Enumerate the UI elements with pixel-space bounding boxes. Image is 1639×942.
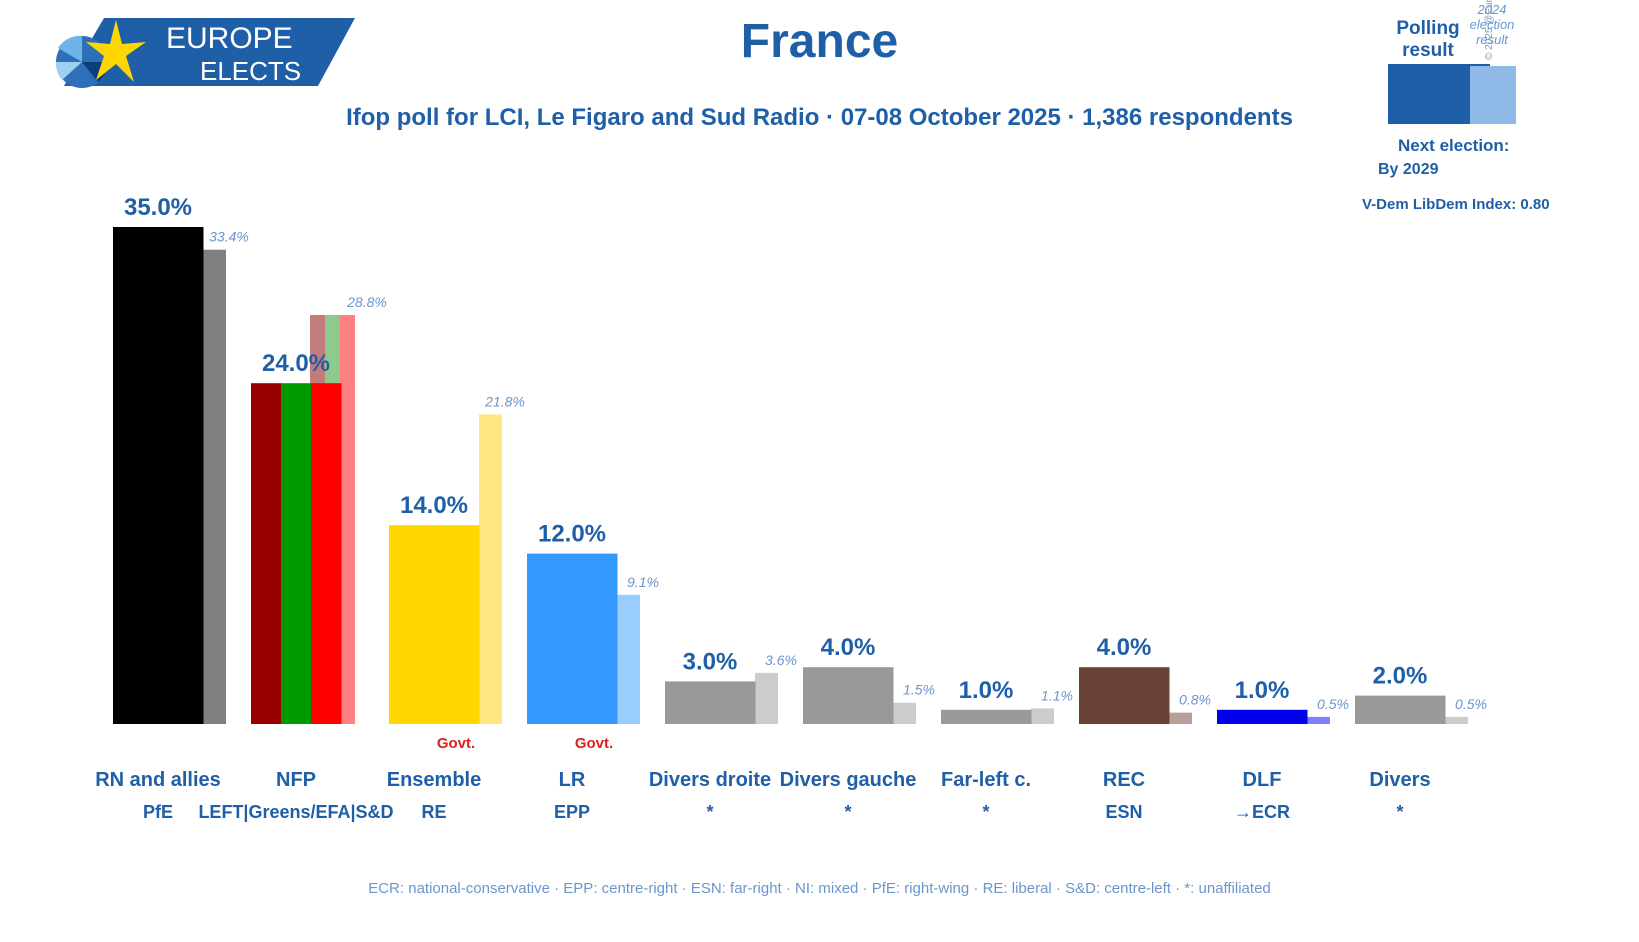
govt-annotation-lr: Govt. bbox=[575, 735, 613, 752]
prev-bar-rn-and-allies bbox=[203, 249, 226, 724]
chart-subtitle: Ifop poll for LCI, Le Figaro and Sud Rad… bbox=[346, 104, 1293, 131]
category-label-far-left-c-: Far-left c. bbox=[941, 769, 1031, 791]
logo-text-europe: EUROPE bbox=[166, 22, 293, 55]
bar-rn-and-allies bbox=[113, 227, 204, 724]
bar-dlf bbox=[1217, 709, 1308, 724]
value-label-nfp: 24.0% bbox=[262, 350, 330, 377]
prev-value-label-lr: 9.1% bbox=[627, 574, 659, 590]
prev-bar-divers-droite bbox=[755, 672, 778, 724]
legend-polling-label: Polling result bbox=[1396, 18, 1460, 61]
value-label-rn-and-allies: 35.0% bbox=[124, 194, 192, 221]
next-election-value: By 2029 bbox=[1378, 161, 1439, 178]
category-label-ensemble: Ensemble bbox=[387, 769, 481, 791]
value-label-far-left-c-: 1.0% bbox=[959, 677, 1014, 704]
value-label-divers-gauche: 4.0% bbox=[821, 634, 876, 661]
group-label-divers-droite: * bbox=[706, 802, 713, 822]
value-label-lr: 12.0% bbox=[538, 521, 606, 548]
category-label-divers-gauche: Divers gauche bbox=[780, 769, 917, 791]
logo-text-elects: ELECTS bbox=[200, 56, 302, 86]
group-legend-note: ECR: national-conservative · EPP: centre… bbox=[368, 880, 1271, 897]
group-label-far-left-c-: * bbox=[982, 802, 989, 822]
value-label-divers-droite: 3.0% bbox=[683, 648, 738, 675]
prev-bar-far-left-c- bbox=[1031, 708, 1054, 724]
category-label-divers-droite: Divers droite bbox=[649, 769, 771, 791]
group-label-rec: ESN bbox=[1105, 802, 1142, 822]
bar-divers-droite bbox=[665, 681, 756, 724]
bar-ensemble bbox=[389, 525, 480, 724]
category-label-dlf: DLF bbox=[1243, 769, 1282, 791]
prev-bar-divers-gauche bbox=[893, 702, 916, 724]
prev-value-label-rec: 0.8% bbox=[1179, 692, 1211, 708]
logo-star-icon bbox=[86, 20, 146, 82]
bar-divers bbox=[1355, 695, 1446, 724]
value-label-dlf: 1.0% bbox=[1235, 677, 1290, 704]
prev-bar-dlf bbox=[1307, 716, 1330, 724]
group-label-ensemble: RE bbox=[421, 802, 446, 822]
group-label-divers-gauche: * bbox=[844, 802, 851, 822]
prev-value-label-far-left-c-: 1.1% bbox=[1041, 687, 1073, 703]
bar-nfp-0 bbox=[251, 383, 282, 724]
bar-far-left-c- bbox=[941, 709, 1032, 724]
prev-value-label-divers-droite: 3.6% bbox=[765, 652, 797, 668]
prev-bar-ensemble bbox=[479, 414, 502, 724]
category-label-rn-and-allies: RN and allies bbox=[95, 769, 221, 791]
prev-bar-nfp-2 bbox=[340, 315, 355, 724]
prev-bar-lr bbox=[617, 594, 640, 724]
next-election-label: Next election: bbox=[1398, 136, 1510, 155]
legend-election-swatch bbox=[1470, 66, 1516, 124]
group-label-lr: EPP bbox=[554, 802, 590, 822]
group-label-rn-and-allies: PfE bbox=[143, 802, 173, 822]
bar-nfp-2 bbox=[311, 383, 342, 724]
logo-banner bbox=[64, 18, 355, 86]
logo[interactable] bbox=[0, 0, 380, 100]
prev-value-label-ensemble: 21.8% bbox=[484, 393, 525, 409]
bar-nfp-1 bbox=[281, 383, 312, 724]
value-label-rec: 4.0% bbox=[1097, 634, 1152, 661]
prev-value-label-nfp: 28.8% bbox=[346, 294, 387, 310]
bar-divers-gauche bbox=[803, 667, 894, 724]
chart-title: France bbox=[740, 15, 899, 68]
prev-value-label-divers-gauche: 1.5% bbox=[903, 682, 935, 698]
category-label-nfp: NFP bbox=[276, 769, 316, 791]
vdem-index: V-Dem LibDem Index: 0.80 bbox=[1362, 196, 1550, 213]
prev-value-label-dlf: 0.5% bbox=[1317, 696, 1349, 712]
category-label-divers: Divers bbox=[1369, 769, 1430, 791]
category-label-lr: LR bbox=[559, 769, 586, 791]
group-label-nfp: LEFT|Greens/EFA|S&D bbox=[198, 802, 393, 822]
bar-lr bbox=[527, 553, 618, 724]
bar-rec bbox=[1079, 667, 1170, 724]
prev-bar-rec bbox=[1169, 712, 1192, 724]
category-label-rec: REC bbox=[1103, 769, 1145, 791]
govt-annotation-ensemble: Govt. bbox=[437, 735, 475, 752]
group-label-dlf: →ECR bbox=[1234, 802, 1290, 822]
prev-value-label-rn-and-allies: 33.4% bbox=[209, 229, 249, 245]
value-label-ensemble: 14.0% bbox=[400, 492, 468, 519]
value-label-divers: 2.0% bbox=[1373, 663, 1428, 690]
prev-value-label-divers: 0.5% bbox=[1455, 696, 1487, 712]
prev-bar-divers bbox=[1445, 716, 1468, 724]
legend-election-label: 2024 election result bbox=[1469, 2, 1515, 47]
group-label-divers: * bbox=[1396, 802, 1403, 822]
